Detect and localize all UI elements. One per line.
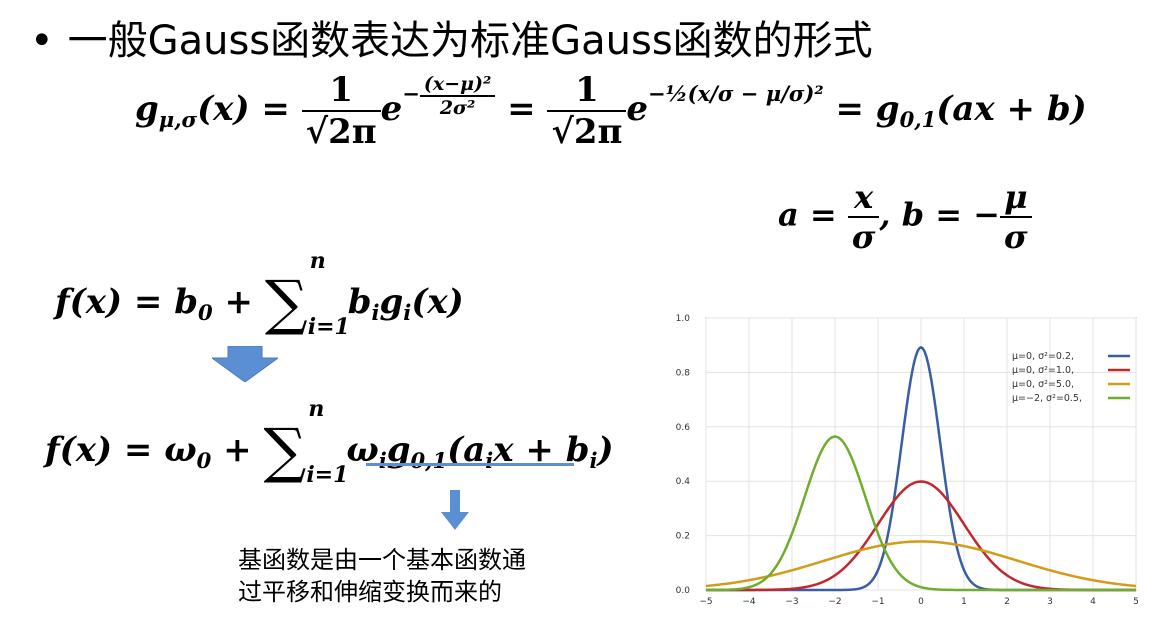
x-tick-label: −5 — [699, 597, 712, 607]
formula-gaussian-general: gμ,σ(x) = 1 √2π e− (x−μ)² 2σ² = 1 √2π e−½(x/σ … — [135, 70, 1087, 152]
y-tick-label: 0.2 — [676, 532, 690, 542]
legend-label: μ=0, σ²=1.0, — [1012, 365, 1074, 376]
x-tick-label: −3 — [785, 597, 798, 607]
formula-rbf-standard: f(x) = ω0 + ∑ n i=1 ωig0,1(aix + bi) — [45, 396, 614, 488]
formula1-exp1-base: e — [380, 89, 403, 129]
gaussian-chart: −5 −4 −3 −2 −1 0 1 2 3 4 5 0.0 0.2 0.4 0.6 0.8 1.0 μ=0, … — [664, 312, 1148, 630]
formula1-lhs-arg: (x) = — [197, 89, 290, 129]
formula1-exp1-frac: (x−μ)² 2σ² — [419, 73, 496, 119]
formula3-limits: n i=1 — [308, 248, 350, 340]
formula1-rhs: = g — [835, 89, 900, 129]
chart-curves — [705, 345, 1137, 592]
bullet-icon: • — [30, 18, 54, 64]
legend-label: μ=0, σ²=5.0, — [1012, 379, 1074, 390]
title-text: 一般Gauss函数表达为标准Gauss函数的形式 — [67, 18, 873, 64]
formula1-exp1-den: 2σ² — [439, 96, 476, 119]
y-tick-label: 0.0 — [676, 586, 691, 596]
formula3-lhs-sub: 0 — [198, 300, 213, 326]
formula4-term2-sub: 0,1 — [410, 448, 448, 474]
formula4-lhs: f(x) = ω — [45, 430, 197, 470]
legend-label: μ=0, σ²=0.2, — [1012, 351, 1074, 362]
y-tick-label: 0.8 — [676, 368, 691, 378]
formula4-close: ) — [597, 430, 614, 470]
formula3-term2-arg: (x) — [411, 282, 464, 322]
formula2-b-den: σ — [1003, 218, 1028, 256]
series-line-2 — [705, 540, 1137, 588]
formula1-exp1-num: (x−μ)² — [419, 73, 496, 97]
formula2-b-num: μ — [999, 178, 1032, 218]
formula1-frac1: 1 √2π — [301, 70, 381, 152]
basis-note: 基函数是由一个基本函数通 过平移和伸缩变换而来的 — [238, 544, 638, 608]
formula1-eq2: = — [507, 89, 536, 129]
down-arrow-icon — [212, 346, 278, 382]
formula3-term2-sub: i — [403, 300, 412, 326]
formula3-plus: + — [224, 282, 254, 322]
formula2-a-lhs: a = — [778, 195, 837, 234]
formula1-exp2-base: e — [626, 89, 648, 129]
chart-ticks: −5 −4 −3 −2 −1 0 1 2 3 4 5 0.0 0.2 0.4 0.6 0.8 1.0 — [676, 314, 1139, 607]
x-tick-label: 5 — [1133, 597, 1139, 607]
formula1-frac2-num: 1 — [547, 70, 627, 112]
formula1-lhs-sub: μ,σ — [158, 107, 198, 133]
formula3-sum-top: n — [309, 248, 326, 274]
x-tick-label: 4 — [1090, 597, 1096, 607]
formula3-term2: g — [379, 282, 404, 322]
formula4-limits: n i=1 — [306, 396, 348, 488]
x-tick-label: 2 — [1004, 597, 1010, 607]
legend-label: μ=−2, σ²=0.5, — [1012, 393, 1082, 404]
chart-background — [664, 312, 1148, 630]
formula4-lhs-sub: 0 — [196, 448, 212, 474]
formula4-sum-top: n — [308, 396, 325, 422]
formula4-arg-a-sub: i — [485, 448, 494, 474]
y-tick-label: 0.6 — [676, 423, 691, 433]
formula4-sum-bot: i=1 — [306, 462, 349, 488]
formula3-sum-bot: i=1 — [307, 314, 350, 340]
x-tick-label: 0 — [918, 597, 924, 607]
x-tick-label: −4 — [742, 597, 756, 607]
slide-title: • 一般Gauss函数表达为标准Gauss函数的形式 — [30, 8, 873, 66]
formula2-a-num: x — [847, 178, 880, 218]
formula2-b-lhs: , b = − — [879, 195, 1000, 234]
y-tick-label: 1.0 — [676, 314, 691, 324]
formula3-term-sub: i — [371, 300, 380, 326]
y-tick-label: 0.4 — [676, 477, 691, 487]
small-down-arrow-icon — [441, 490, 469, 530]
x-tick-label: −2 — [828, 597, 841, 607]
x-tick-label: 1 — [961, 597, 967, 607]
formula1-frac2: 1 √2π — [547, 70, 627, 152]
x-tick-label: 3 — [1047, 597, 1053, 607]
note-line2: 过平移和伸缩变换而来的 — [238, 578, 502, 606]
formula4-term-sub: i — [378, 448, 387, 474]
note-line1: 基函数是由一个基本函数通 — [238, 546, 526, 574]
formula1-rhs-sub: 0,1 — [899, 107, 937, 133]
formula-rbf-sum: f(x) = b0 + ∑ n i=1 bigi(x) — [55, 248, 464, 340]
formula1-frac1-num: 1 — [301, 70, 381, 112]
formula1-frac1-den: √2π — [305, 112, 377, 152]
formula4-term2: g — [386, 430, 411, 470]
x-tick-label: −1 — [871, 597, 884, 607]
formula3-term: b — [347, 282, 372, 322]
formula4-plus: + — [223, 430, 252, 470]
formula2-a-den: σ — [851, 218, 876, 256]
formula1-exp1: − (x−μ)² 2σ² — [402, 73, 496, 119]
formula4-arg-b-sub: i — [589, 448, 598, 474]
chart-legend: μ=0, σ²=0.2, μ=0, σ²=1.0, μ=0, σ²=5.0, μ=−2… — [1012, 351, 1130, 404]
formula1-lhs: g — [135, 89, 159, 129]
formula1-exp1-sign: − — [402, 81, 420, 107]
formula1-rhs-arg: (ax + b) — [936, 89, 1087, 129]
formula1-exp2: −½(x/σ − μ/σ)² — [648, 81, 824, 107]
sum-icon: ∑ — [264, 268, 308, 338]
formula1-frac2-den: √2π — [551, 112, 623, 152]
sum-icon: ∑ — [263, 416, 307, 486]
basis-underline — [366, 463, 574, 466]
series-line-3 — [706, 435, 1136, 592]
formula3-lhs: f(x) = b — [55, 282, 199, 322]
